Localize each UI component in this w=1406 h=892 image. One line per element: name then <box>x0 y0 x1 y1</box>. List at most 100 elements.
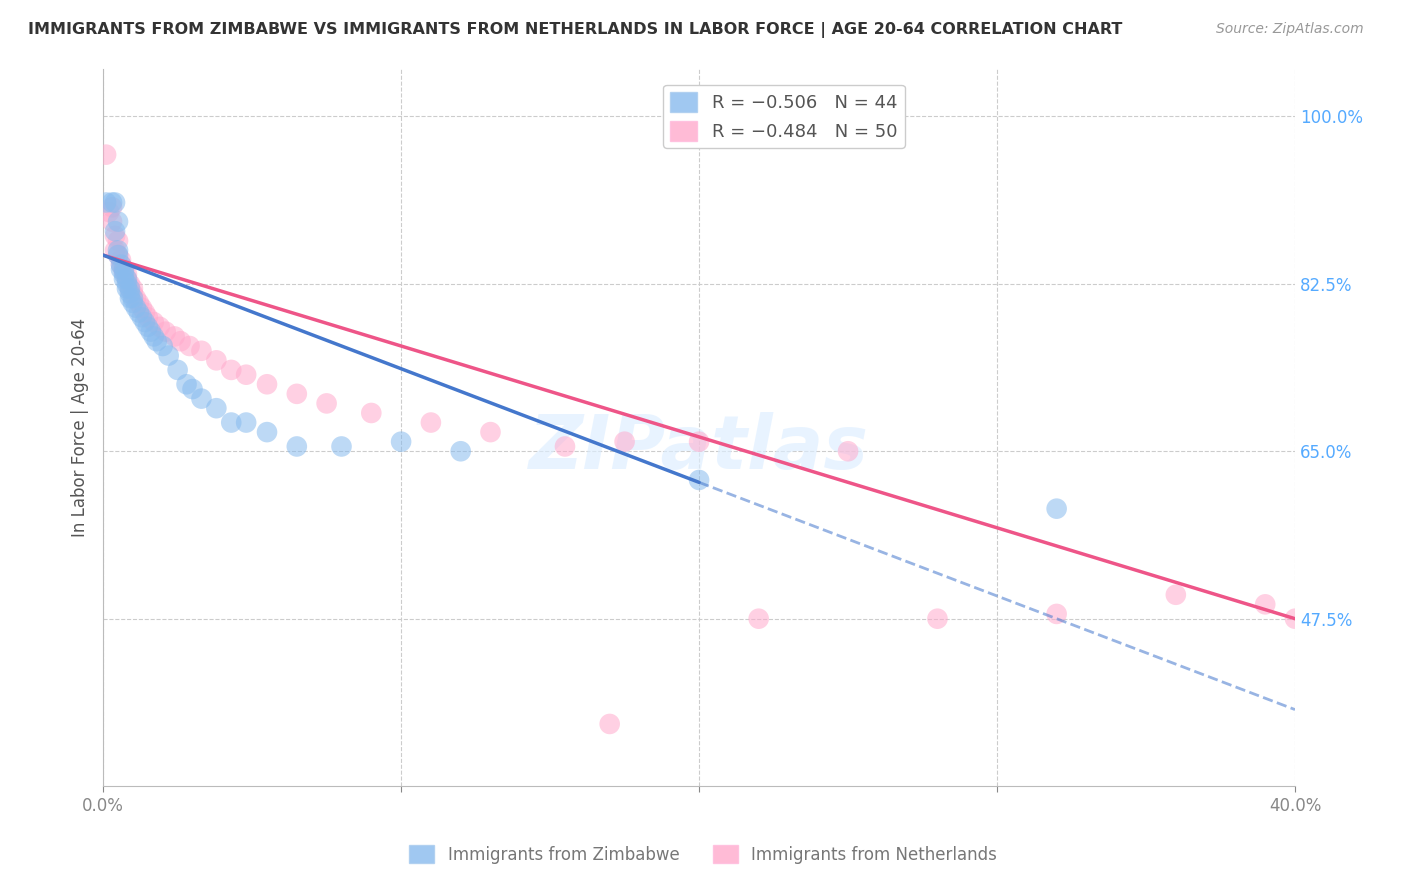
Legend: Immigrants from Zimbabwe, Immigrants from Netherlands: Immigrants from Zimbabwe, Immigrants fro… <box>402 838 1004 871</box>
Point <box>136 319 159 334</box>
Point <box>205 401 228 416</box>
Point <box>115 282 138 296</box>
Point <box>613 434 636 449</box>
Point <box>122 291 145 305</box>
Point <box>1046 501 1069 516</box>
Point <box>101 195 124 210</box>
Point <box>110 258 132 272</box>
Point <box>107 214 129 228</box>
Point <box>94 147 117 161</box>
Point <box>155 325 177 339</box>
Point <box>107 244 129 258</box>
Text: Source: ZipAtlas.com: Source: ZipAtlas.com <box>1216 22 1364 37</box>
Point <box>330 440 353 454</box>
Point <box>134 305 156 319</box>
Point <box>104 244 127 258</box>
Point <box>104 229 127 244</box>
Point <box>837 444 859 458</box>
Point <box>479 425 502 439</box>
Y-axis label: In Labor Force | Age 20-64: In Labor Force | Age 20-64 <box>72 318 89 537</box>
Point <box>748 612 770 626</box>
Point <box>142 329 165 343</box>
Point <box>256 425 278 439</box>
Point <box>118 286 141 301</box>
Point <box>190 392 212 406</box>
Point <box>1164 588 1187 602</box>
Point <box>145 334 167 349</box>
Point <box>131 310 153 325</box>
Point <box>115 272 138 286</box>
Point <box>122 286 145 301</box>
Point <box>131 301 153 315</box>
Point <box>142 315 165 329</box>
Point <box>256 377 278 392</box>
Text: ZIPatlas: ZIPatlas <box>529 412 869 485</box>
Point <box>927 612 949 626</box>
Point <box>285 387 308 401</box>
Point <box>125 291 148 305</box>
Point <box>128 305 150 319</box>
Point <box>101 214 124 228</box>
Point <box>190 343 212 358</box>
Point <box>360 406 382 420</box>
Point <box>122 282 145 296</box>
Point <box>157 349 180 363</box>
Point <box>136 310 159 325</box>
Point <box>101 200 124 214</box>
Legend: R = −0.506   N = 44, R = −0.484   N = 50: R = −0.506 N = 44, R = −0.484 N = 50 <box>664 85 904 148</box>
Point <box>688 434 710 449</box>
Point <box>112 262 135 277</box>
Point <box>219 416 242 430</box>
Point <box>94 195 117 210</box>
Point <box>1254 598 1277 612</box>
Point <box>112 267 135 281</box>
Point <box>122 296 145 310</box>
Point <box>688 473 710 487</box>
Point <box>104 195 127 210</box>
Point <box>235 416 257 430</box>
Point <box>315 396 337 410</box>
Point <box>181 382 204 396</box>
Point <box>107 248 129 262</box>
Point <box>1284 612 1306 626</box>
Point <box>179 339 201 353</box>
Point <box>115 277 138 291</box>
Point <box>112 272 135 286</box>
Point <box>128 296 150 310</box>
Point <box>107 234 129 248</box>
Point <box>554 440 576 454</box>
Point <box>125 301 148 315</box>
Point <box>118 282 141 296</box>
Point <box>115 267 138 281</box>
Point <box>149 319 172 334</box>
Point <box>169 334 191 349</box>
Text: IMMIGRANTS FROM ZIMBABWE VS IMMIGRANTS FROM NETHERLANDS IN LABOR FORCE | AGE 20-: IMMIGRANTS FROM ZIMBABWE VS IMMIGRANTS F… <box>28 22 1122 38</box>
Point <box>118 291 141 305</box>
Point <box>118 282 141 296</box>
Point <box>107 248 129 262</box>
Point <box>112 262 135 277</box>
Point <box>419 416 441 430</box>
Point <box>1046 607 1069 621</box>
Point <box>98 205 121 219</box>
Point <box>104 224 127 238</box>
Point <box>599 717 621 731</box>
Point <box>450 444 472 458</box>
Point <box>152 339 174 353</box>
Point <box>134 315 156 329</box>
Point <box>110 262 132 277</box>
Point <box>112 264 135 278</box>
Point <box>166 363 188 377</box>
Point <box>110 258 132 272</box>
Point <box>163 329 186 343</box>
Point <box>285 440 308 454</box>
Point <box>118 277 141 291</box>
Point <box>235 368 257 382</box>
Point <box>176 377 198 392</box>
Point <box>139 325 162 339</box>
Point <box>389 434 412 449</box>
Point <box>110 252 132 267</box>
Point <box>219 363 242 377</box>
Point <box>205 353 228 368</box>
Point <box>115 272 138 286</box>
